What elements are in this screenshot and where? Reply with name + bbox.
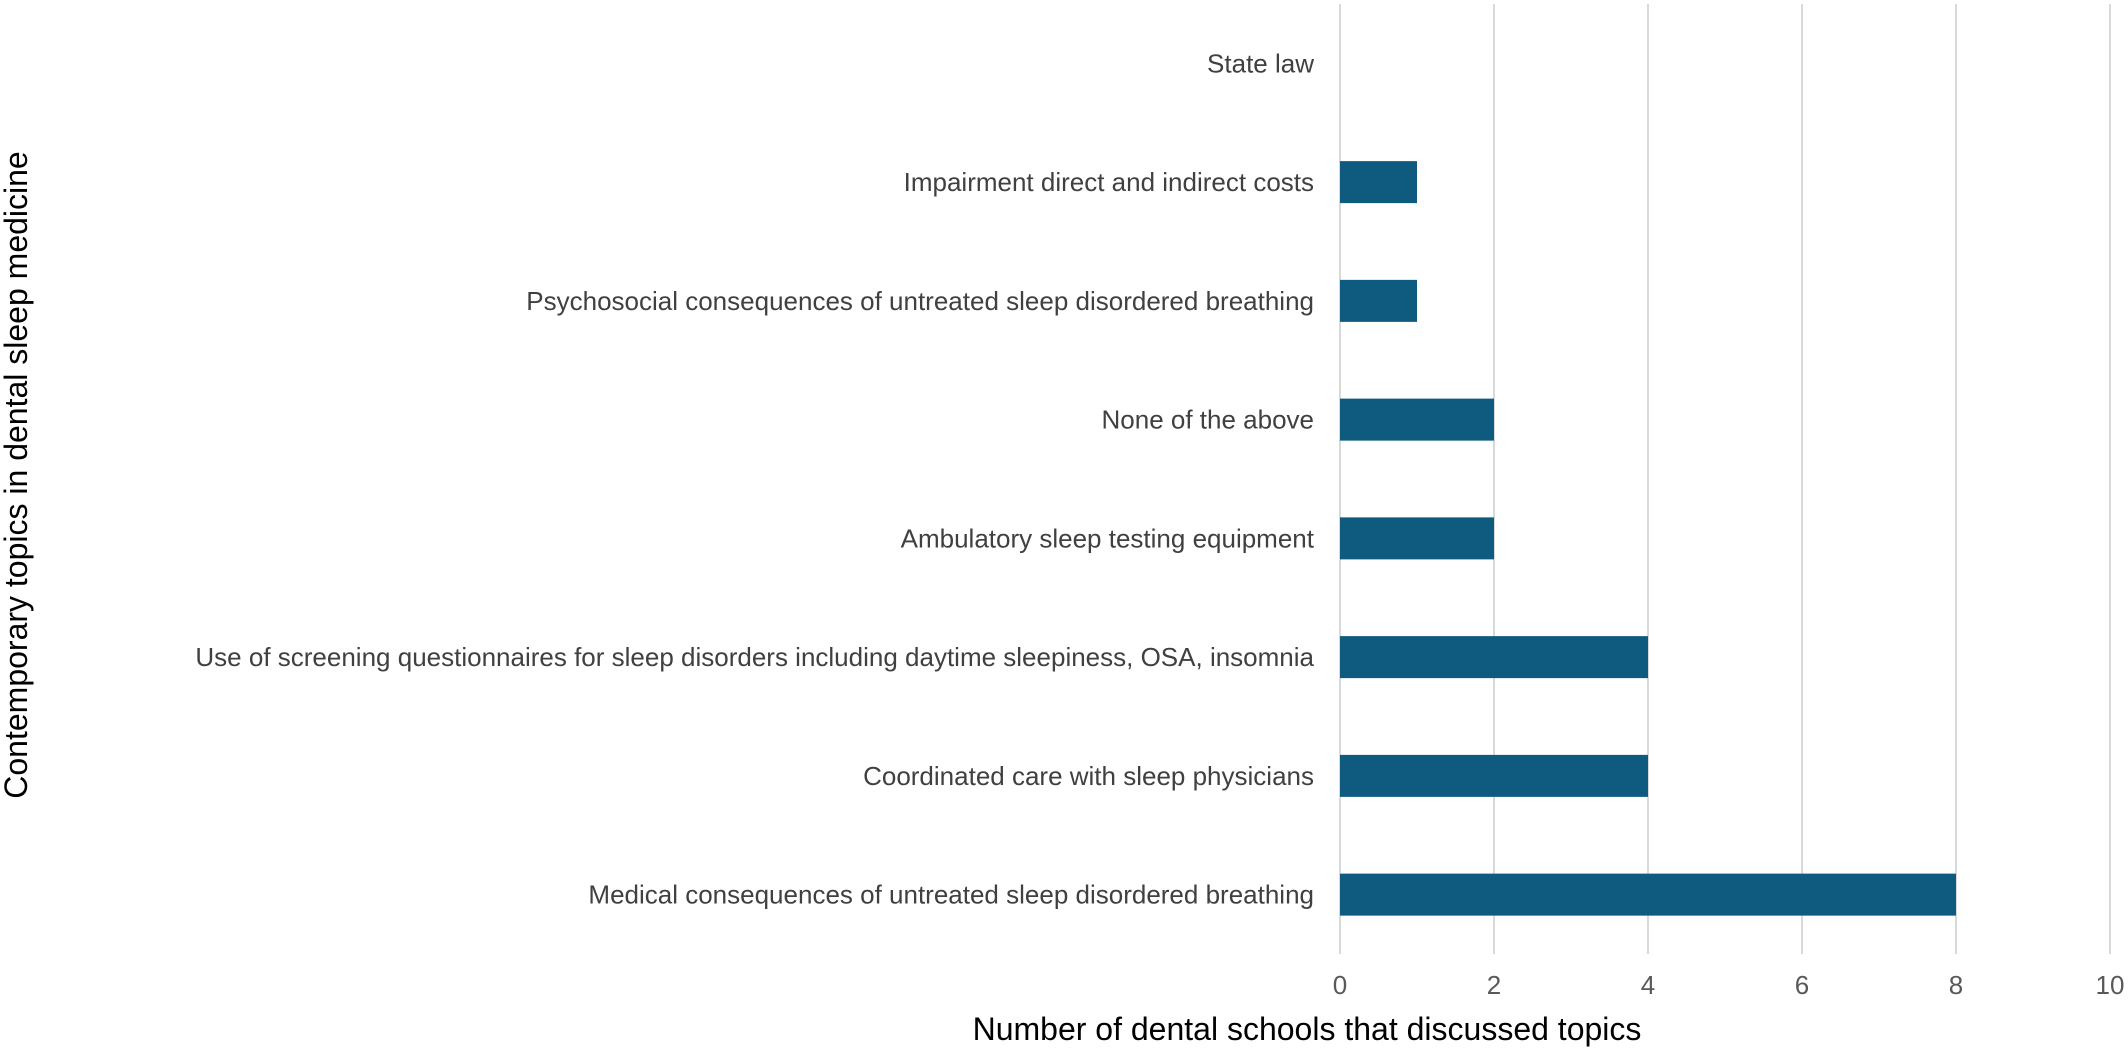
x-tick-label: 0 (1333, 970, 1347, 1000)
x-axis-title: Number of dental schools that discussed … (973, 1011, 1642, 1047)
bar (1340, 873, 1956, 916)
x-tick-label: 2 (1487, 970, 1501, 1000)
category-label: Medical consequences of untreated sleep … (588, 880, 1314, 910)
category-labels: State law Impairment direct and indirect … (195, 48, 1314, 909)
x-tick-label: 4 (1641, 970, 1655, 1000)
y-axis-title: Contemporary topics in dental sleep medi… (0, 151, 34, 798)
category-label: State law (1207, 48, 1314, 78)
category-label: Use of screening questionnaires for slee… (195, 642, 1314, 672)
bar (1340, 636, 1648, 679)
category-label: None of the above (1102, 405, 1315, 435)
bar (1340, 161, 1417, 204)
x-tick-label: 6 (1795, 970, 1809, 1000)
category-label: Impairment direct and indirect costs (904, 167, 1314, 197)
bar (1340, 517, 1494, 560)
bar (1340, 398, 1494, 441)
x-tick-label: 10 (2096, 970, 2125, 1000)
gridlines (1339, 4, 2111, 954)
category-label: Psychosocial consequences of untreated s… (526, 286, 1314, 316)
category-label: Coordinated care with sleep physicians (863, 761, 1314, 791)
x-tick-label: 8 (1949, 970, 1963, 1000)
bar (1340, 754, 1648, 797)
bar (1340, 279, 1417, 322)
category-label: Ambulatory sleep testing equipment (901, 523, 1315, 553)
bars (1340, 161, 1956, 916)
x-tick-labels: 0 2 4 6 8 10 (1333, 970, 2125, 1000)
